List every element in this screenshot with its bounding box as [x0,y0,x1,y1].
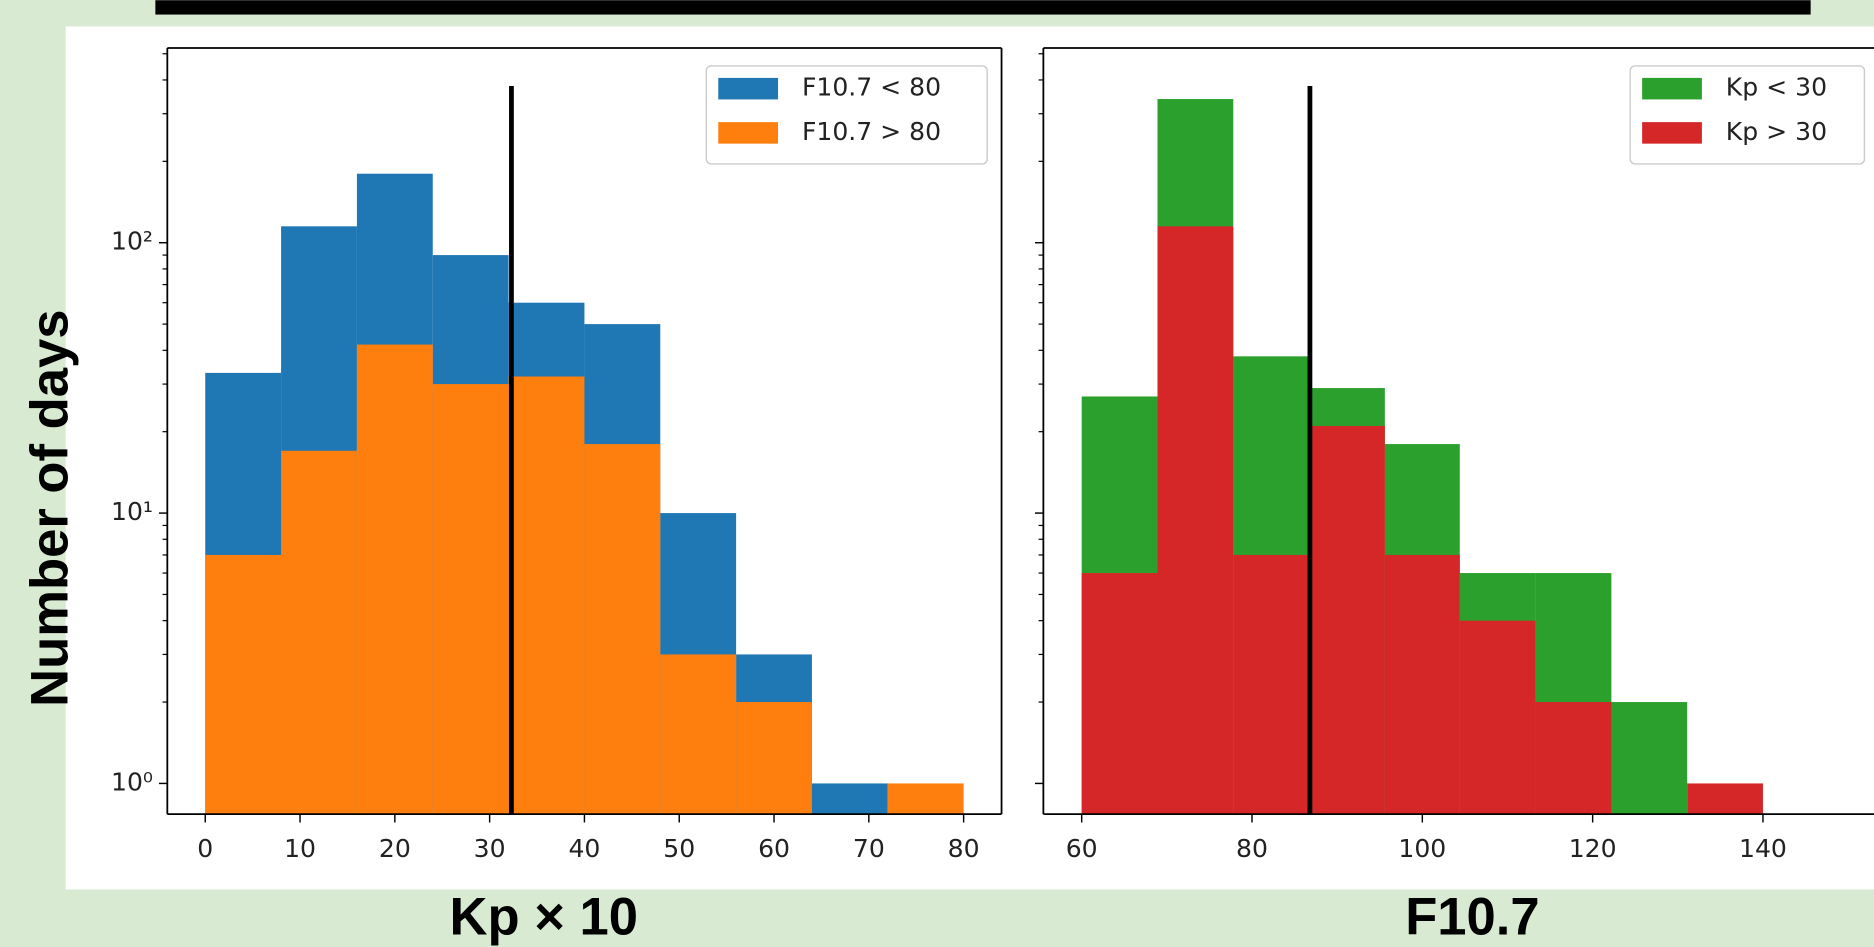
x-tick-label: 140 [1739,834,1787,863]
y-axis-label: Number of days [21,309,80,706]
histogram-bar [1233,554,1310,815]
histogram-bar [508,376,585,815]
histogram-bar [1611,702,1688,815]
histogram-bar [281,450,357,815]
histogram-bar [1081,573,1158,815]
x-tick-label: 60 [758,834,790,863]
histogram-bar [584,444,661,815]
histogram-bar [1459,620,1536,815]
title-bar [155,0,1811,15]
histogram-bar [1309,425,1385,815]
x-axis-label: F10.7 [1405,887,1539,946]
histogram-bar [205,554,282,815]
histogram-bar [660,654,737,815]
histogram-bar [432,384,509,815]
histogram-bar [1687,783,1763,815]
x-tick-label: 100 [1398,834,1446,863]
legend-swatch [1642,122,1702,144]
histogram-bar [811,783,888,815]
histogram-bar [887,783,964,815]
x-tick-label: 50 [663,834,695,863]
histogram-bar [1384,554,1460,815]
x-tick-label: 70 [853,834,885,863]
legend-swatch [718,77,779,100]
x-tick-label: 0 [197,834,213,863]
legend-label: F10.7 < 80 [802,73,941,102]
histogram-bar [1535,702,1612,815]
histogram-bar [1157,226,1234,815]
y-tick-label: 10² [111,227,153,256]
y-tick-label: 10¹ [111,497,153,526]
x-axis-label: Kp × 10 [450,887,639,946]
x-tick-label: 80 [1236,834,1268,863]
x-tick-label: 120 [1569,834,1617,863]
legend-label: Kp > 30 [1726,117,1827,146]
x-tick-label: 60 [1066,834,1098,863]
x-tick-label: 20 [379,834,411,863]
x-tick-label: 10 [284,834,316,863]
histogram-bar [356,344,433,815]
legend-swatch [718,122,779,144]
x-tick-label: 40 [568,834,600,863]
legend-label: F10.7 > 80 [802,117,941,146]
legend-label: Kp < 30 [1726,73,1827,102]
x-tick-label: 80 [948,834,980,863]
histogram-bar [736,702,812,815]
x-tick-label: 30 [474,834,506,863]
y-tick-label: 10⁰ [111,767,153,796]
legend-swatch [1642,77,1702,100]
